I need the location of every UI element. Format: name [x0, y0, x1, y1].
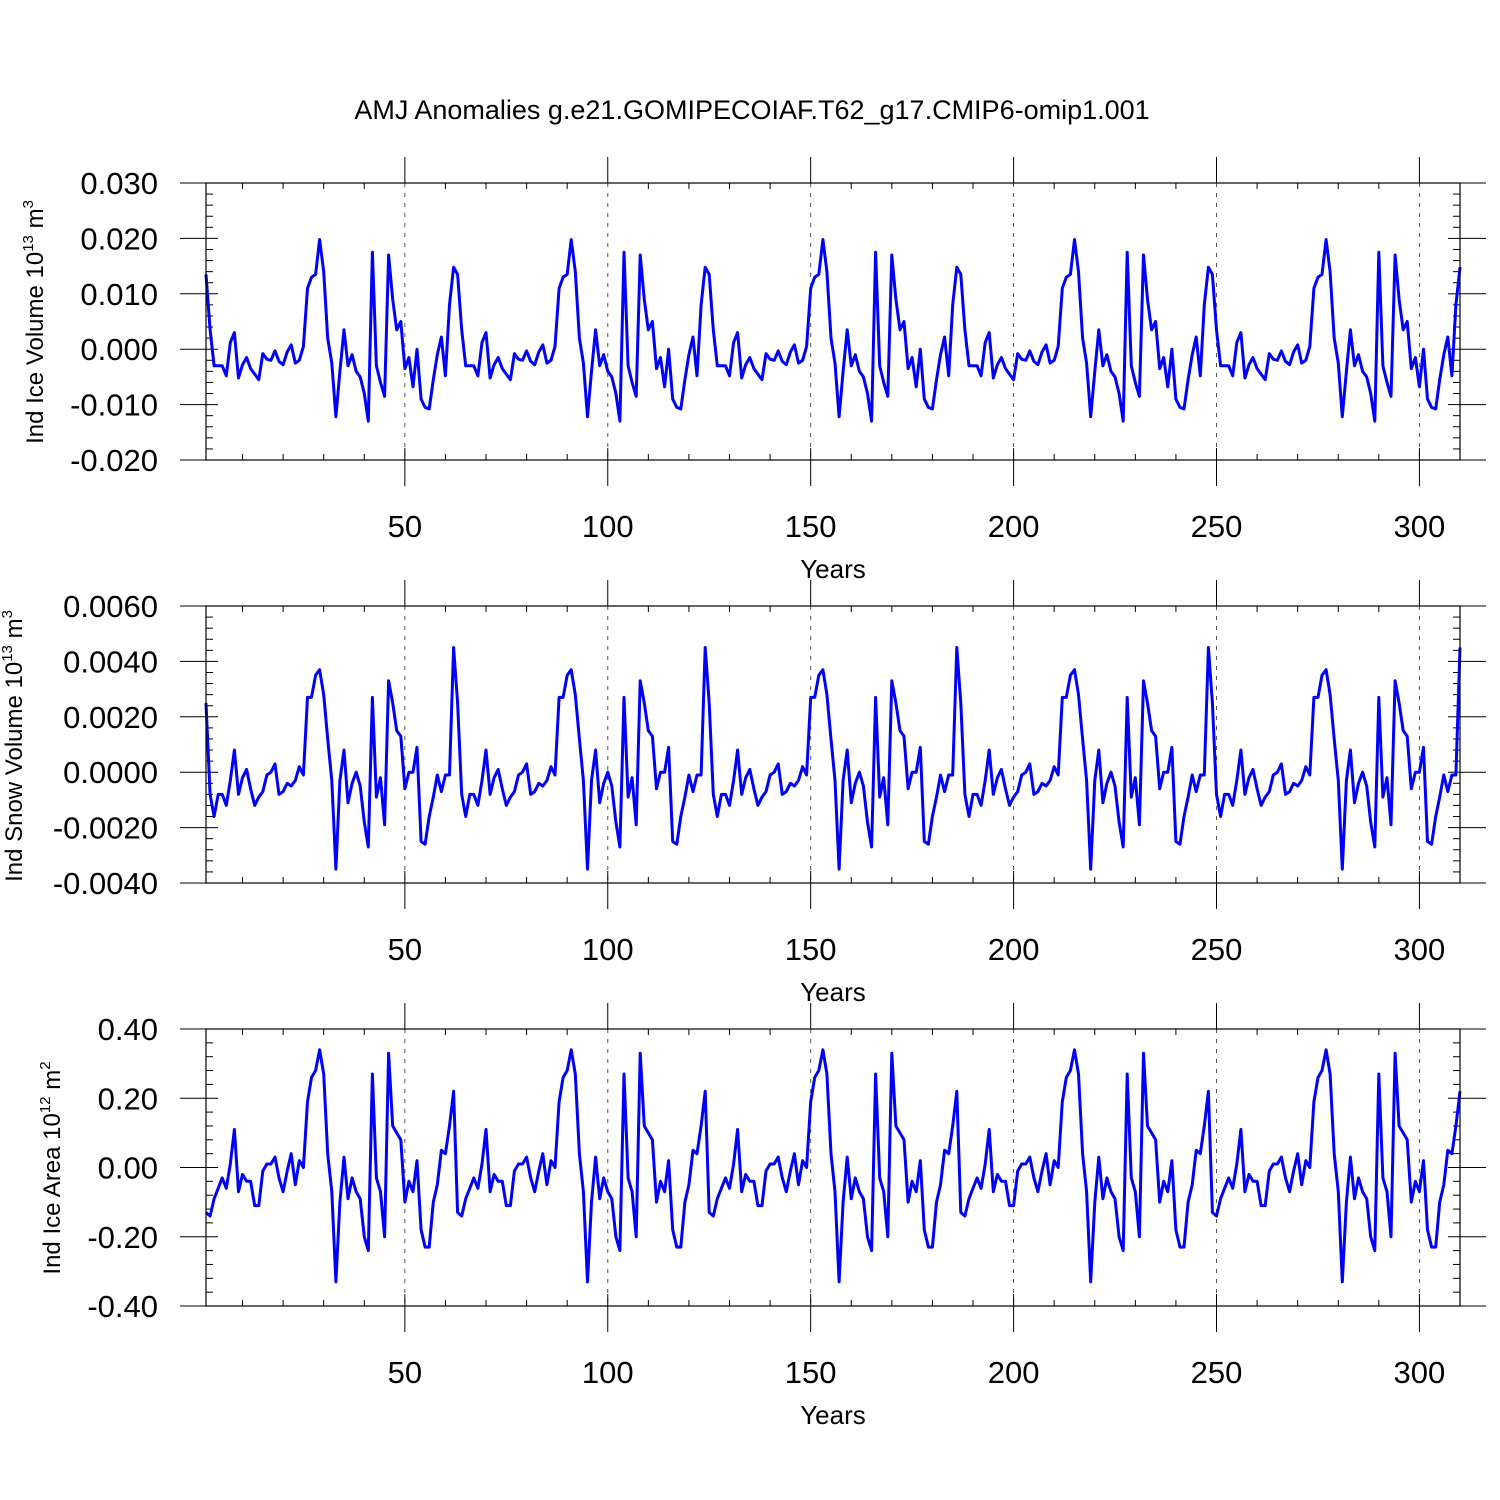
x-tick-label: 100	[582, 1355, 634, 1390]
figure-title: AMJ Anomalies g.e21.GOMIPECOIAF.T62_g17.…	[354, 95, 1149, 125]
y-axis-label-unit-exponent: 3	[20, 200, 37, 208]
y-axis-label-prefix: Ind Ice Area 10	[39, 1113, 66, 1274]
y-axis-label: Ind Ice Volume 1013 m3	[20, 200, 49, 444]
y-tick-label: -0.0040	[53, 866, 158, 901]
y-axis-label-unit-exponent: 2	[37, 1061, 54, 1069]
y-tick-label: 0.0000	[63, 755, 158, 790]
x-tick-label: 200	[988, 932, 1040, 967]
y-tick-label: 0.030	[80, 166, 158, 201]
x-tick-label: 300	[1394, 932, 1446, 967]
x-tick-label: 100	[582, 509, 634, 544]
panel-ice-volume: Years 50 100 150 200 250 300 0.030 0.020 0.010 0.…	[20, 157, 1486, 584]
x-tick-label: 200	[988, 1355, 1040, 1390]
series-line	[204, 238, 1462, 423]
x-tick-label: 200	[988, 509, 1040, 544]
y-tick-label: 0.40	[98, 1012, 158, 1047]
y-tick-label: 0.000	[80, 332, 158, 367]
x-axis-label: Years	[800, 554, 866, 584]
x-tick-label: 300	[1394, 1355, 1446, 1390]
y-tick-label: 0.00	[98, 1151, 158, 1186]
y-axis-label-unit: m	[22, 208, 49, 235]
y-tick-label: 0.020	[80, 221, 158, 256]
x-tick-label: 250	[1191, 1355, 1243, 1390]
y-axis-label-exponent: 12	[37, 1096, 54, 1113]
y-tick-label: -0.010	[70, 388, 158, 423]
x-tick-label: 50	[388, 1355, 422, 1390]
y-tick-label: -0.0020	[53, 811, 158, 846]
y-axis-label-unit-exponent: 3	[0, 610, 16, 618]
panel-ice-area: Years 50 100 150 200 250 300 0.40 0.20 0.00 -0.20…	[37, 1003, 1486, 1430]
x-tick-label: 50	[388, 932, 422, 967]
x-tick-label: 100	[582, 932, 634, 967]
y-axis-label-prefix: Ind Ice Volume 10	[22, 252, 49, 444]
x-axis-label: Years	[800, 977, 866, 1007]
y-tick-label: 0.20	[98, 1081, 158, 1116]
x-tick-label: 50	[388, 509, 422, 544]
plot-frame	[205, 605, 1461, 884]
x-tick-label: 250	[1191, 509, 1243, 544]
y-axis-label-exponent: 13	[0, 645, 16, 662]
series-line	[204, 646, 1462, 871]
plot-frame	[205, 1028, 1461, 1307]
plot-frame	[205, 182, 1461, 461]
y-axis-label-unit: m	[39, 1070, 66, 1097]
y-axis-label-prefix: Ind Snow Volume 10	[1, 662, 28, 882]
x-tick-label: 250	[1191, 932, 1243, 967]
y-tick-label: 0.010	[80, 277, 158, 312]
panel-snow-volume: Years 50 100 150 200 250 300 0.0060 0.0040 0.002…	[0, 580, 1486, 1007]
y-axis-label: Ind Ice Area 1012 m2	[37, 1061, 66, 1274]
x-axis-label: Years	[800, 1400, 866, 1430]
y-axis-label-unit: m	[1, 618, 28, 645]
y-axis-label: Ind Snow Volume 1013 m3	[0, 610, 28, 882]
x-tick-label: 150	[785, 509, 837, 544]
y-axis-label-exponent: 13	[20, 235, 37, 252]
y-tick-label: 0.0060	[63, 589, 158, 624]
y-tick-label: -0.20	[87, 1220, 158, 1255]
y-tick-label: 0.0040	[63, 644, 158, 679]
y-tick-label: -0.020	[70, 443, 158, 478]
y-tick-label: -0.40	[87, 1289, 158, 1324]
series-line	[205, 1048, 1462, 1284]
y-tick-label: 0.0020	[63, 700, 158, 735]
x-tick-label: 300	[1394, 509, 1446, 544]
x-tick-label: 150	[785, 1355, 837, 1390]
x-tick-label: 150	[785, 932, 837, 967]
